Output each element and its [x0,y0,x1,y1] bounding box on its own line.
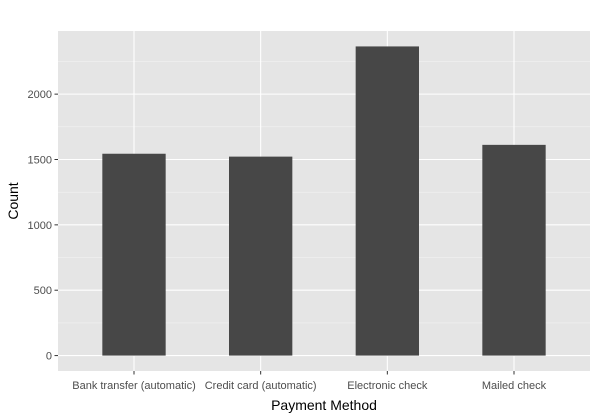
x-tick-label: Bank transfer (automatic) [72,380,196,392]
bar [102,154,165,356]
y-tick-label: 1000 [28,220,52,232]
y-tick-label: 0 [46,351,52,363]
y-tick-label: 500 [34,285,52,297]
x-tick-label: Mailed check [482,380,547,392]
bar [356,46,419,355]
bar [482,145,545,356]
y-tick-label: 2000 [28,89,52,101]
bar [229,157,292,356]
x-axis-title: Payment Method [271,397,377,413]
y-axis-ticks: 0 500 1000 1500 2000 [28,89,58,362]
y-axis-title: Count [5,182,21,219]
x-tick-label: Credit card (automatic) [205,380,317,392]
y-tick-label: 1500 [28,154,52,166]
x-tick-label: Electronic check [347,380,428,392]
x-axis-ticks: Bank transfer (automatic) Credit card (au… [72,371,546,392]
